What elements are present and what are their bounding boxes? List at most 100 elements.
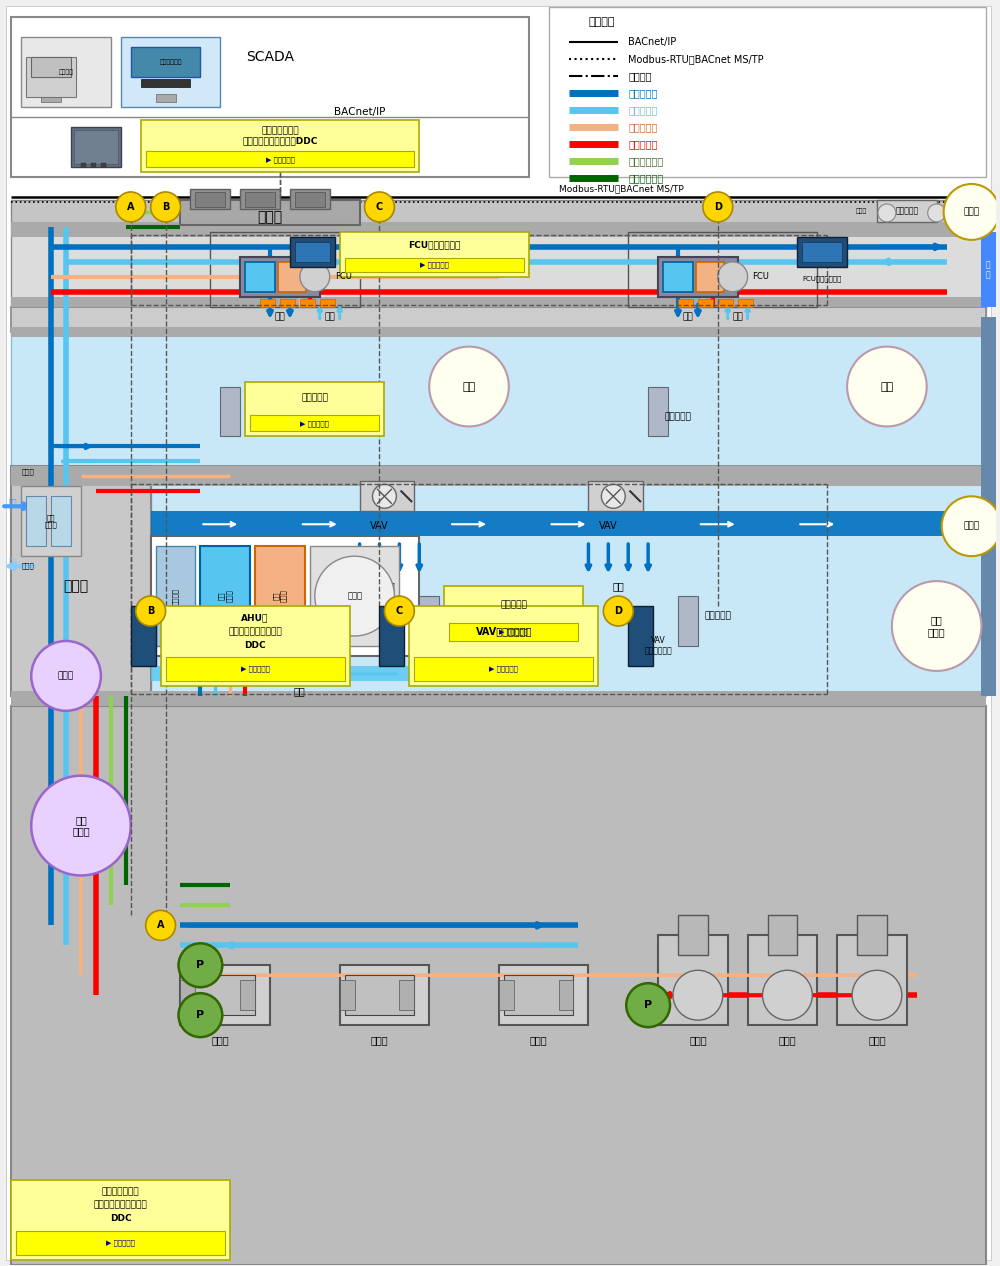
Bar [156, 94, 176, 103]
Text: ボイラ: ボイラ [779, 1036, 796, 1046]
Bar [290, 189, 330, 209]
Bar [51, 496, 71, 546]
Bar [295, 242, 330, 262]
Text: VAV: VAV [370, 522, 389, 532]
Text: 冷却塔: 冷却塔 [257, 210, 283, 224]
Text: 機械室: 機械室 [63, 579, 89, 592]
Circle shape [601, 485, 625, 508]
Bar [857, 915, 887, 956]
Bar [549, 8, 986, 177]
Text: ▶ 詳細ページ: ▶ 詳細ページ [266, 156, 294, 162]
Bar [71, 127, 121, 167]
Text: 温水還配管: 温水還配管 [628, 139, 658, 149]
Text: 他室へ: 他室へ [981, 520, 995, 529]
Text: FCUコントローラ: FCUコントローラ [408, 241, 460, 249]
Circle shape [878, 204, 896, 222]
Text: ファン: ファン [347, 591, 362, 600]
Bar [320, 299, 335, 306]
Bar [11, 327, 986, 337]
Text: ▶ 詳細ページ: ▶ 詳細ページ [420, 262, 449, 268]
Bar [718, 299, 733, 306]
Bar [658, 936, 728, 1025]
Circle shape [136, 596, 166, 625]
Bar [648, 386, 668, 437]
Text: 機械室: 機械室 [58, 671, 74, 680]
Bar [628, 606, 653, 666]
Bar [11, 296, 986, 306]
Bar [290, 237, 335, 267]
Text: 個別配線: 個別配線 [628, 71, 652, 81]
Bar [200, 546, 250, 646]
Text: 温水往配管: 温水往配管 [628, 122, 658, 132]
Bar [678, 915, 708, 956]
Bar [151, 666, 419, 681]
Circle shape [763, 970, 812, 1020]
Bar [11, 222, 986, 237]
Bar [240, 257, 320, 296]
Text: DDC: DDC [244, 641, 266, 649]
Text: コンピュータ: コンピュータ [159, 60, 182, 65]
Bar [190, 189, 230, 209]
Bar [190, 1185, 220, 1244]
Text: ▶ 詳細ページ: ▶ 詳細ページ [300, 420, 329, 427]
Bar [696, 262, 724, 291]
Bar [240, 980, 255, 1010]
Bar [245, 262, 275, 291]
Circle shape [315, 556, 394, 636]
Bar [146, 152, 414, 167]
Text: 外気: 外気 [9, 498, 18, 505]
Text: P: P [196, 961, 204, 970]
Bar [499, 965, 588, 1025]
Bar [399, 980, 414, 1010]
Text: フィルタ: フィルタ [172, 587, 179, 605]
Text: VAV
コントローラ: VAV コントローラ [644, 637, 672, 656]
Text: Modbus-RTU、BACnet MS/TP: Modbus-RTU、BACnet MS/TP [628, 54, 764, 65]
Bar [210, 232, 360, 306]
Text: 冷却水往配管: 冷却水往配管 [628, 156, 663, 166]
Bar [220, 386, 240, 437]
Bar [260, 299, 275, 306]
Bar [802, 242, 842, 262]
Text: 熱源システム用: 熱源システム用 [102, 1188, 140, 1196]
Bar [768, 915, 797, 956]
Text: A: A [157, 920, 164, 931]
Text: P: P [644, 1000, 652, 1010]
Bar [345, 975, 414, 1015]
Bar [11, 1180, 230, 1260]
Circle shape [365, 192, 394, 222]
Text: VAV: VAV [599, 522, 618, 532]
Text: ファン: ファン [856, 208, 867, 214]
Bar [74, 130, 118, 165]
Text: SCADA: SCADA [246, 51, 294, 65]
Bar [345, 258, 524, 272]
Bar [166, 657, 345, 681]
Bar [797, 237, 847, 267]
Bar [91, 163, 96, 167]
Bar [121, 37, 220, 108]
Circle shape [603, 596, 633, 625]
Text: FCUコントローラ: FCUコントローラ [803, 276, 842, 282]
Bar [11, 466, 986, 486]
Text: プリンタ: プリンタ [59, 70, 74, 75]
Text: ボイラ: ボイラ [868, 1036, 886, 1046]
Text: P: P [196, 1010, 204, 1020]
Bar [31, 57, 71, 77]
Bar [300, 299, 315, 306]
Bar [131, 47, 200, 77]
Bar [185, 975, 255, 1015]
Text: ファン: ファン [957, 208, 968, 214]
Bar [250, 415, 379, 432]
Bar [11, 232, 986, 306]
Circle shape [384, 596, 414, 625]
Bar [981, 316, 996, 696]
Circle shape [31, 641, 101, 710]
Circle shape [852, 970, 902, 1020]
Bar [245, 192, 275, 206]
Text: 地下
機械室: 地下 機械室 [72, 815, 90, 837]
Text: ▶ 詳細ページ: ▶ 詳細ページ [499, 629, 528, 636]
Bar [131, 606, 156, 666]
Text: 室内設定器: 室内設定器 [704, 611, 731, 620]
Bar [499, 980, 514, 1010]
Circle shape [944, 184, 999, 239]
Bar [21, 486, 81, 556]
